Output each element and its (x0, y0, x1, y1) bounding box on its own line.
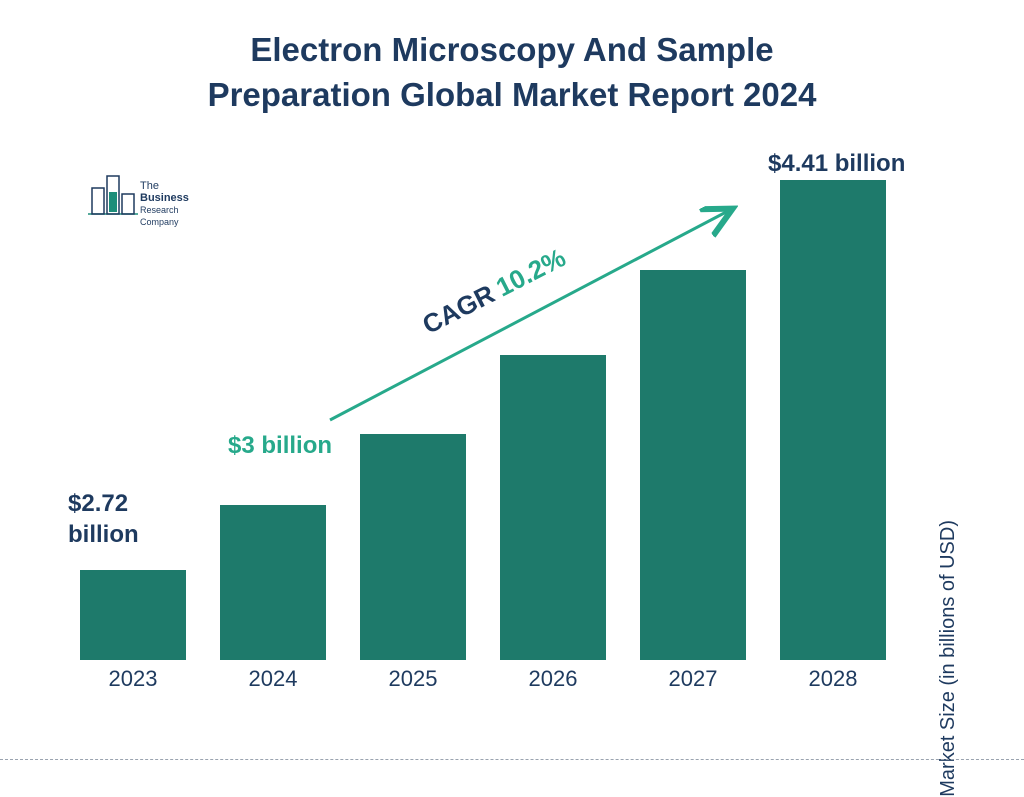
x-tick-label: 2024 (220, 666, 326, 692)
x-tick-label: 2027 (640, 666, 746, 692)
bar (360, 434, 466, 660)
y-axis-label: Market Size (in billions of USD) (937, 520, 960, 797)
x-axis-labels: 2023 2024 2025 2026 2027 2028 (70, 660, 900, 700)
bottom-divider (0, 759, 1024, 760)
chart-title: Electron Microscopy And Sample Preparati… (0, 0, 1024, 117)
title-line1: Electron Microscopy And Sample (250, 31, 773, 68)
x-tick-label: 2026 (500, 666, 606, 692)
bar (500, 355, 606, 660)
bar-chart: 202320242025202620272028 Market Size (in… (70, 160, 930, 700)
x-tick-label: 2025 (360, 666, 466, 692)
x-tick-label: 2028 (780, 666, 886, 692)
value-label-2024: $3 billion (228, 430, 332, 461)
value-label-2028: $4.41 billion (768, 148, 905, 179)
bar (220, 505, 326, 660)
value-label-2023-l1: $2.72 (68, 490, 128, 517)
bar (640, 270, 746, 660)
bar (780, 180, 886, 660)
bar (80, 570, 186, 660)
value-label-2023-l2: billion (68, 521, 139, 548)
x-tick-label: 2023 (80, 666, 186, 692)
plot-area (70, 160, 900, 660)
value-label-2023: $2.72 billion (68, 488, 139, 550)
title-line2: Preparation Global Market Report 2024 (208, 76, 817, 113)
